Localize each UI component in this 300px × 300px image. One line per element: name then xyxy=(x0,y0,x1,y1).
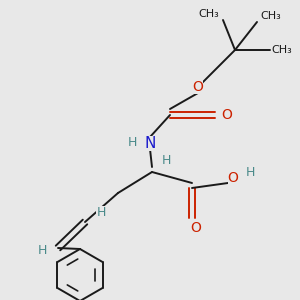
Text: H: H xyxy=(127,136,137,149)
Text: CH₃: CH₃ xyxy=(199,9,219,19)
Text: O: O xyxy=(193,80,203,94)
Text: CH₃: CH₃ xyxy=(261,11,281,21)
Text: H: H xyxy=(37,244,47,256)
Text: CH₃: CH₃ xyxy=(272,45,292,55)
Text: O: O xyxy=(222,108,232,122)
Text: H: H xyxy=(96,206,106,218)
Text: N: N xyxy=(144,136,156,151)
Text: O: O xyxy=(190,221,201,235)
Text: H: H xyxy=(161,154,171,166)
Text: O: O xyxy=(228,171,238,185)
Text: H: H xyxy=(245,167,255,179)
